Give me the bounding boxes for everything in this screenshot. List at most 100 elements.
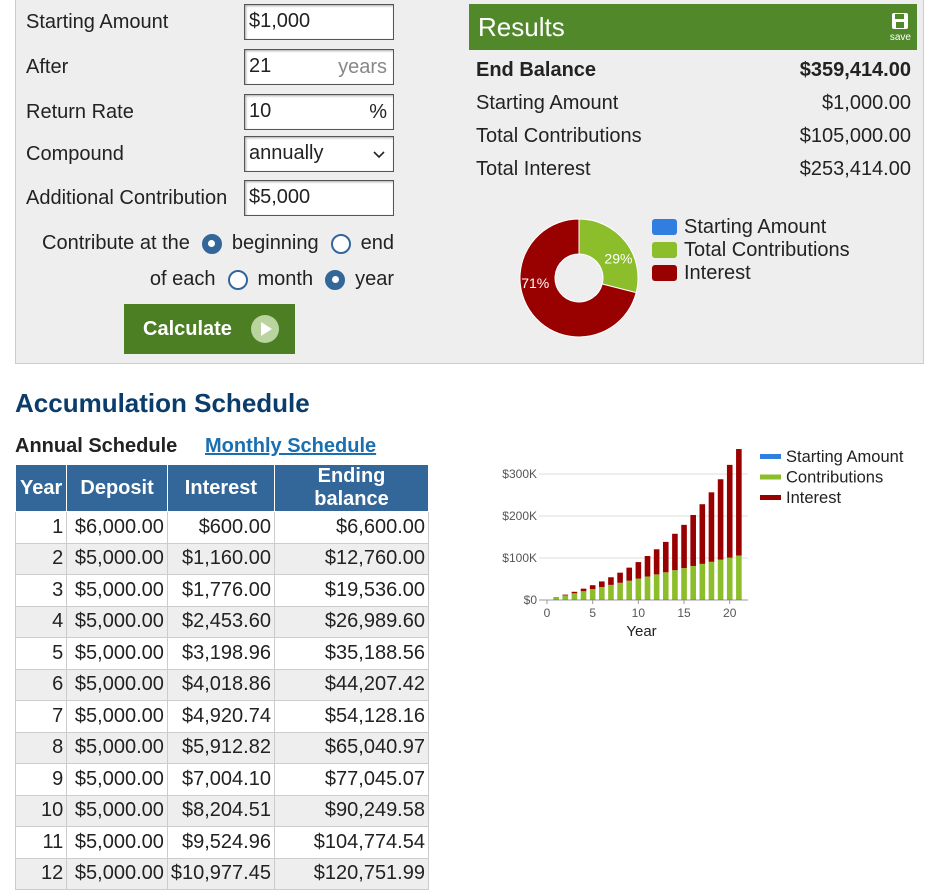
x-tick-label: 10	[632, 606, 646, 620]
x-axis-title: Year	[626, 623, 656, 640]
bar-segment	[599, 581, 605, 587]
bar-segment	[709, 562, 715, 600]
cell: $5,000.00	[67, 669, 168, 701]
bar-segment	[672, 534, 678, 570]
cell: $600.00	[167, 512, 274, 544]
bar-segment	[626, 568, 632, 581]
calculate-button[interactable]: Calculate	[124, 304, 295, 354]
result-value: $1,000.00	[822, 92, 911, 115]
cell: $104,774.54	[274, 827, 428, 859]
bar-segment	[700, 564, 706, 600]
table-row: 5$5,000.00$3,198.96$35,188.56	[16, 638, 429, 670]
radio[interactable]	[331, 234, 351, 254]
cell: $5,000.00	[67, 606, 168, 638]
cell: $5,000.00	[67, 795, 168, 827]
input-value: annually	[249, 142, 324, 164]
input[interactable]: $1,000	[244, 4, 394, 40]
bar-segment	[617, 573, 623, 583]
radio-option[interactable]: year	[355, 268, 394, 291]
bar-segment	[581, 589, 587, 592]
bar-segment	[636, 579, 642, 600]
bar-segment	[727, 465, 733, 558]
table-row: 9$5,000.00$7,004.10$77,045.07	[16, 764, 429, 796]
radio[interactable]	[325, 270, 345, 290]
cell: $90,249.58	[274, 795, 428, 827]
contribute-at-row: Contribute at the beginning end	[42, 232, 394, 255]
input[interactable]: annually	[244, 136, 394, 172]
result-value: $359,414.00	[800, 59, 911, 82]
input[interactable]: 10%	[244, 94, 394, 130]
result-row: Starting Amount$1,000.00	[476, 92, 911, 115]
radio-label: Contribute at the	[42, 232, 190, 255]
cell: 11	[16, 827, 67, 859]
cell: $26,989.60	[274, 606, 428, 638]
cell: $5,000.00	[67, 575, 168, 607]
field-label: After	[26, 56, 68, 79]
cell: 3	[16, 575, 67, 607]
cell: 6	[16, 669, 67, 701]
bar-segment	[681, 568, 687, 600]
cell: 7	[16, 701, 67, 733]
field-label: Return Rate	[26, 101, 134, 124]
table-row: 8$5,000.00$5,912.82$65,040.97	[16, 732, 429, 764]
table-row: 10$5,000.00$8,204.51$90,249.58	[16, 795, 429, 827]
cell: $1,776.00	[167, 575, 274, 607]
cell: $4,018.86	[167, 669, 274, 701]
result-label: End Balance	[476, 59, 596, 82]
result-row: Total Contributions$105,000.00	[476, 125, 911, 148]
bar-segment	[690, 515, 696, 566]
results-header: Results save	[469, 4, 917, 50]
tab-link[interactable]: Monthly Schedule	[205, 435, 376, 458]
y-tick-label: $100K	[502, 551, 537, 565]
cell: $5,912.82	[167, 732, 274, 764]
input-suffix: %	[369, 101, 387, 124]
result-row: Total Interest$253,414.00	[476, 158, 911, 181]
table-row: 7$5,000.00$4,920.74$54,128.16	[16, 701, 429, 733]
x-tick-label: 20	[723, 606, 737, 620]
bar-segment	[690, 566, 696, 600]
result-row: End Balance $359,414.00	[476, 59, 911, 82]
radio[interactable]	[202, 234, 222, 254]
radio-option[interactable]: month	[258, 268, 314, 291]
cell: 4	[16, 606, 67, 638]
table-row: 11$5,000.00$9,524.96$104,774.54	[16, 827, 429, 859]
table-row: 3$5,000.00$1,776.00$19,536.00	[16, 575, 429, 607]
cell: 10	[16, 795, 67, 827]
schedule-heading: Accumulation Schedule	[15, 388, 310, 419]
results-title: Results	[478, 12, 565, 42]
input-value: $1,000	[249, 10, 310, 32]
result-label: Total Contributions	[476, 125, 642, 148]
legend-swatch	[652, 219, 677, 235]
radio[interactable]	[228, 270, 248, 290]
result-value: $253,414.00	[800, 158, 911, 181]
cell: 2	[16, 543, 67, 575]
input[interactable]: $5,000	[244, 180, 394, 216]
cell: 5	[16, 638, 67, 670]
field-label: Starting Amount	[26, 11, 168, 34]
bar-segment	[736, 555, 742, 599]
save-button[interactable]: save	[890, 12, 911, 43]
cell: $2,453.60	[167, 606, 274, 638]
bar-segment	[572, 592, 578, 593]
bar-segment	[608, 577, 614, 585]
cell: $65,040.97	[274, 732, 428, 764]
bar-segment	[700, 504, 706, 564]
radio-option[interactable]: beginning	[232, 232, 319, 255]
cell: 8	[16, 732, 67, 764]
cell: $12,760.00	[274, 543, 428, 575]
radio-option[interactable]: end	[361, 232, 394, 255]
bar-segment	[562, 595, 568, 596]
frequency-row: of each month year	[150, 268, 394, 291]
bar-segment	[736, 449, 742, 555]
cell: $8,204.51	[167, 795, 274, 827]
field-label: Additional Contribution	[26, 187, 227, 210]
bar-segment	[590, 589, 596, 600]
legend-label: Interest	[786, 489, 841, 507]
tab[interactable]: Annual Schedule	[15, 435, 177, 458]
table-row: 6$5,000.00$4,018.86$44,207.42	[16, 669, 429, 701]
